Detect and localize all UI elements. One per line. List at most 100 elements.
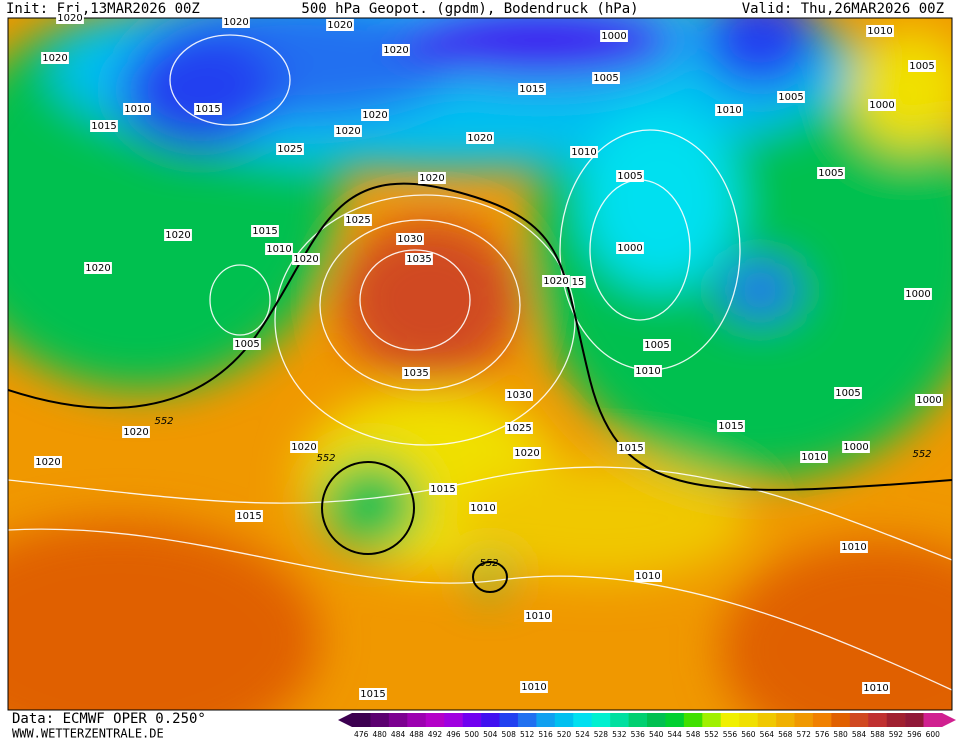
colorbar-label: 532 — [612, 730, 627, 739]
valid-time: Valid: Thu,26MAR2026 00Z — [742, 1, 944, 17]
isobar-label-box — [396, 233, 424, 245]
colorbar-label: 556 — [723, 730, 738, 739]
isobar-label: 15 — [572, 277, 585, 288]
isobar-label-box — [717, 420, 745, 432]
isobar-label: 1005 — [909, 61, 934, 72]
colorbar-swatch — [647, 713, 666, 727]
isobar-label: 1030 — [506, 390, 531, 401]
isobar-label: 1020 — [35, 457, 60, 468]
isobar-label: 1010 — [635, 571, 660, 582]
isobar-label-box — [334, 125, 362, 137]
isobar-label: 1025 — [506, 423, 531, 434]
colorbar-swatch — [776, 713, 795, 727]
colorbar-label: 576 — [815, 730, 830, 739]
isobar-label-box — [292, 253, 320, 265]
isobar-label-box — [570, 276, 586, 288]
contour-label: 552 — [479, 558, 498, 569]
isobar-label: 1005 — [644, 340, 669, 351]
colorbar-label: 560 — [741, 730, 756, 739]
isobar-label: 1020 — [543, 276, 568, 287]
colorbar-swatch — [499, 713, 519, 727]
colorbar-label: 528 — [594, 730, 609, 739]
colorbar-swatch — [905, 713, 924, 727]
colorbar-label: 580 — [833, 730, 848, 739]
data-source: Data: ECMWF OPER 0.250° — [12, 711, 206, 727]
isobar-label: 1000 — [869, 100, 894, 111]
isobar-label-box — [222, 16, 250, 28]
colorbar-label: 512 — [520, 730, 535, 739]
isobar-label-box — [868, 99, 896, 111]
isobar-label: 1010 — [525, 611, 550, 622]
isobar-label-box — [344, 214, 372, 226]
isobar-label: 1010 — [716, 105, 741, 116]
isobar-label: 1005 — [593, 73, 618, 84]
isobar-label-box — [634, 365, 662, 377]
colorbar-label: 520 — [557, 730, 572, 739]
isobar-label: 1010 — [863, 683, 888, 694]
isobar-label: 1020 — [293, 254, 318, 265]
isobar-label-box — [429, 483, 457, 495]
isobar-label: 1015 — [252, 226, 277, 237]
colorbar-swatch — [923, 713, 943, 727]
isobar-label: 1010 — [266, 244, 291, 255]
isobar-label: 1010 — [470, 503, 495, 514]
colorbar-label: 548 — [686, 730, 701, 739]
colorbar-label: 488 — [409, 730, 424, 739]
colorbar-swatch — [370, 713, 390, 727]
isobar-label: 1025 — [345, 215, 370, 226]
isobar-label-box — [123, 103, 151, 115]
isobar-label-box — [90, 120, 118, 132]
isobar-label-box — [542, 275, 570, 287]
colorbar-swatch — [517, 713, 537, 727]
colorbar-swatch — [610, 713, 629, 727]
isobar-label-box — [84, 262, 112, 274]
isobar-label-box — [233, 338, 261, 350]
colorbar-label: 496 — [446, 730, 461, 739]
isobar-label: 1010 — [571, 147, 596, 158]
isobar-label-box — [56, 12, 84, 24]
isobar-label: 1005 — [818, 168, 843, 179]
isobar-label: 1005 — [835, 388, 860, 399]
colorbar-swatch — [407, 713, 427, 727]
isobar-label: 1015 — [618, 443, 643, 454]
colorbar-label: 572 — [797, 730, 812, 739]
isobar-label-box — [382, 44, 410, 56]
isobar-label: 1000 — [843, 442, 868, 453]
colorbar-label: 536 — [631, 730, 646, 739]
isobar-label: 1010 — [521, 682, 546, 693]
colorbar-label: 492 — [428, 730, 443, 739]
isobar-label: 1005 — [617, 171, 642, 182]
colorbar-swatch — [462, 713, 482, 727]
isobar-label-box — [505, 389, 533, 401]
isobar-label-box — [466, 132, 494, 144]
isobar-label-box — [616, 170, 644, 182]
map-frame — [7, 17, 953, 711]
colorbar-swatch — [388, 713, 408, 727]
isobar-label-box — [41, 52, 69, 64]
colorbar-swatch — [481, 713, 500, 727]
isobar-label-box — [194, 103, 222, 115]
contour-label: 552 — [912, 449, 931, 460]
isobar-label-box — [634, 570, 662, 582]
colorbar-swatch — [352, 713, 371, 727]
colorbar-arrow-left — [338, 713, 352, 727]
isobar-label: 1010 — [841, 542, 866, 553]
isobar-label: 1015 — [360, 689, 385, 700]
colorbar-label: 508 — [502, 730, 517, 739]
isobar-label: 1020 — [467, 133, 492, 144]
colorbar-arrow-right — [942, 713, 956, 727]
isobar-label: 1020 — [383, 45, 408, 56]
colorbar-label: 516 — [538, 730, 553, 739]
isobar-label-box — [842, 441, 870, 453]
isobar-label-box — [524, 610, 552, 622]
site-name: WWW.WETTERZENTRALE.DE — [12, 727, 164, 741]
colorbar-swatch — [554, 713, 574, 727]
isobar-label: 1020 — [335, 126, 360, 137]
colorbar-label: 524 — [575, 730, 590, 739]
colorbar-label: 600 — [926, 730, 941, 739]
isobar-label-box — [513, 447, 541, 459]
isobar-label-box — [164, 229, 192, 241]
isobar-label: 1000 — [905, 289, 930, 300]
